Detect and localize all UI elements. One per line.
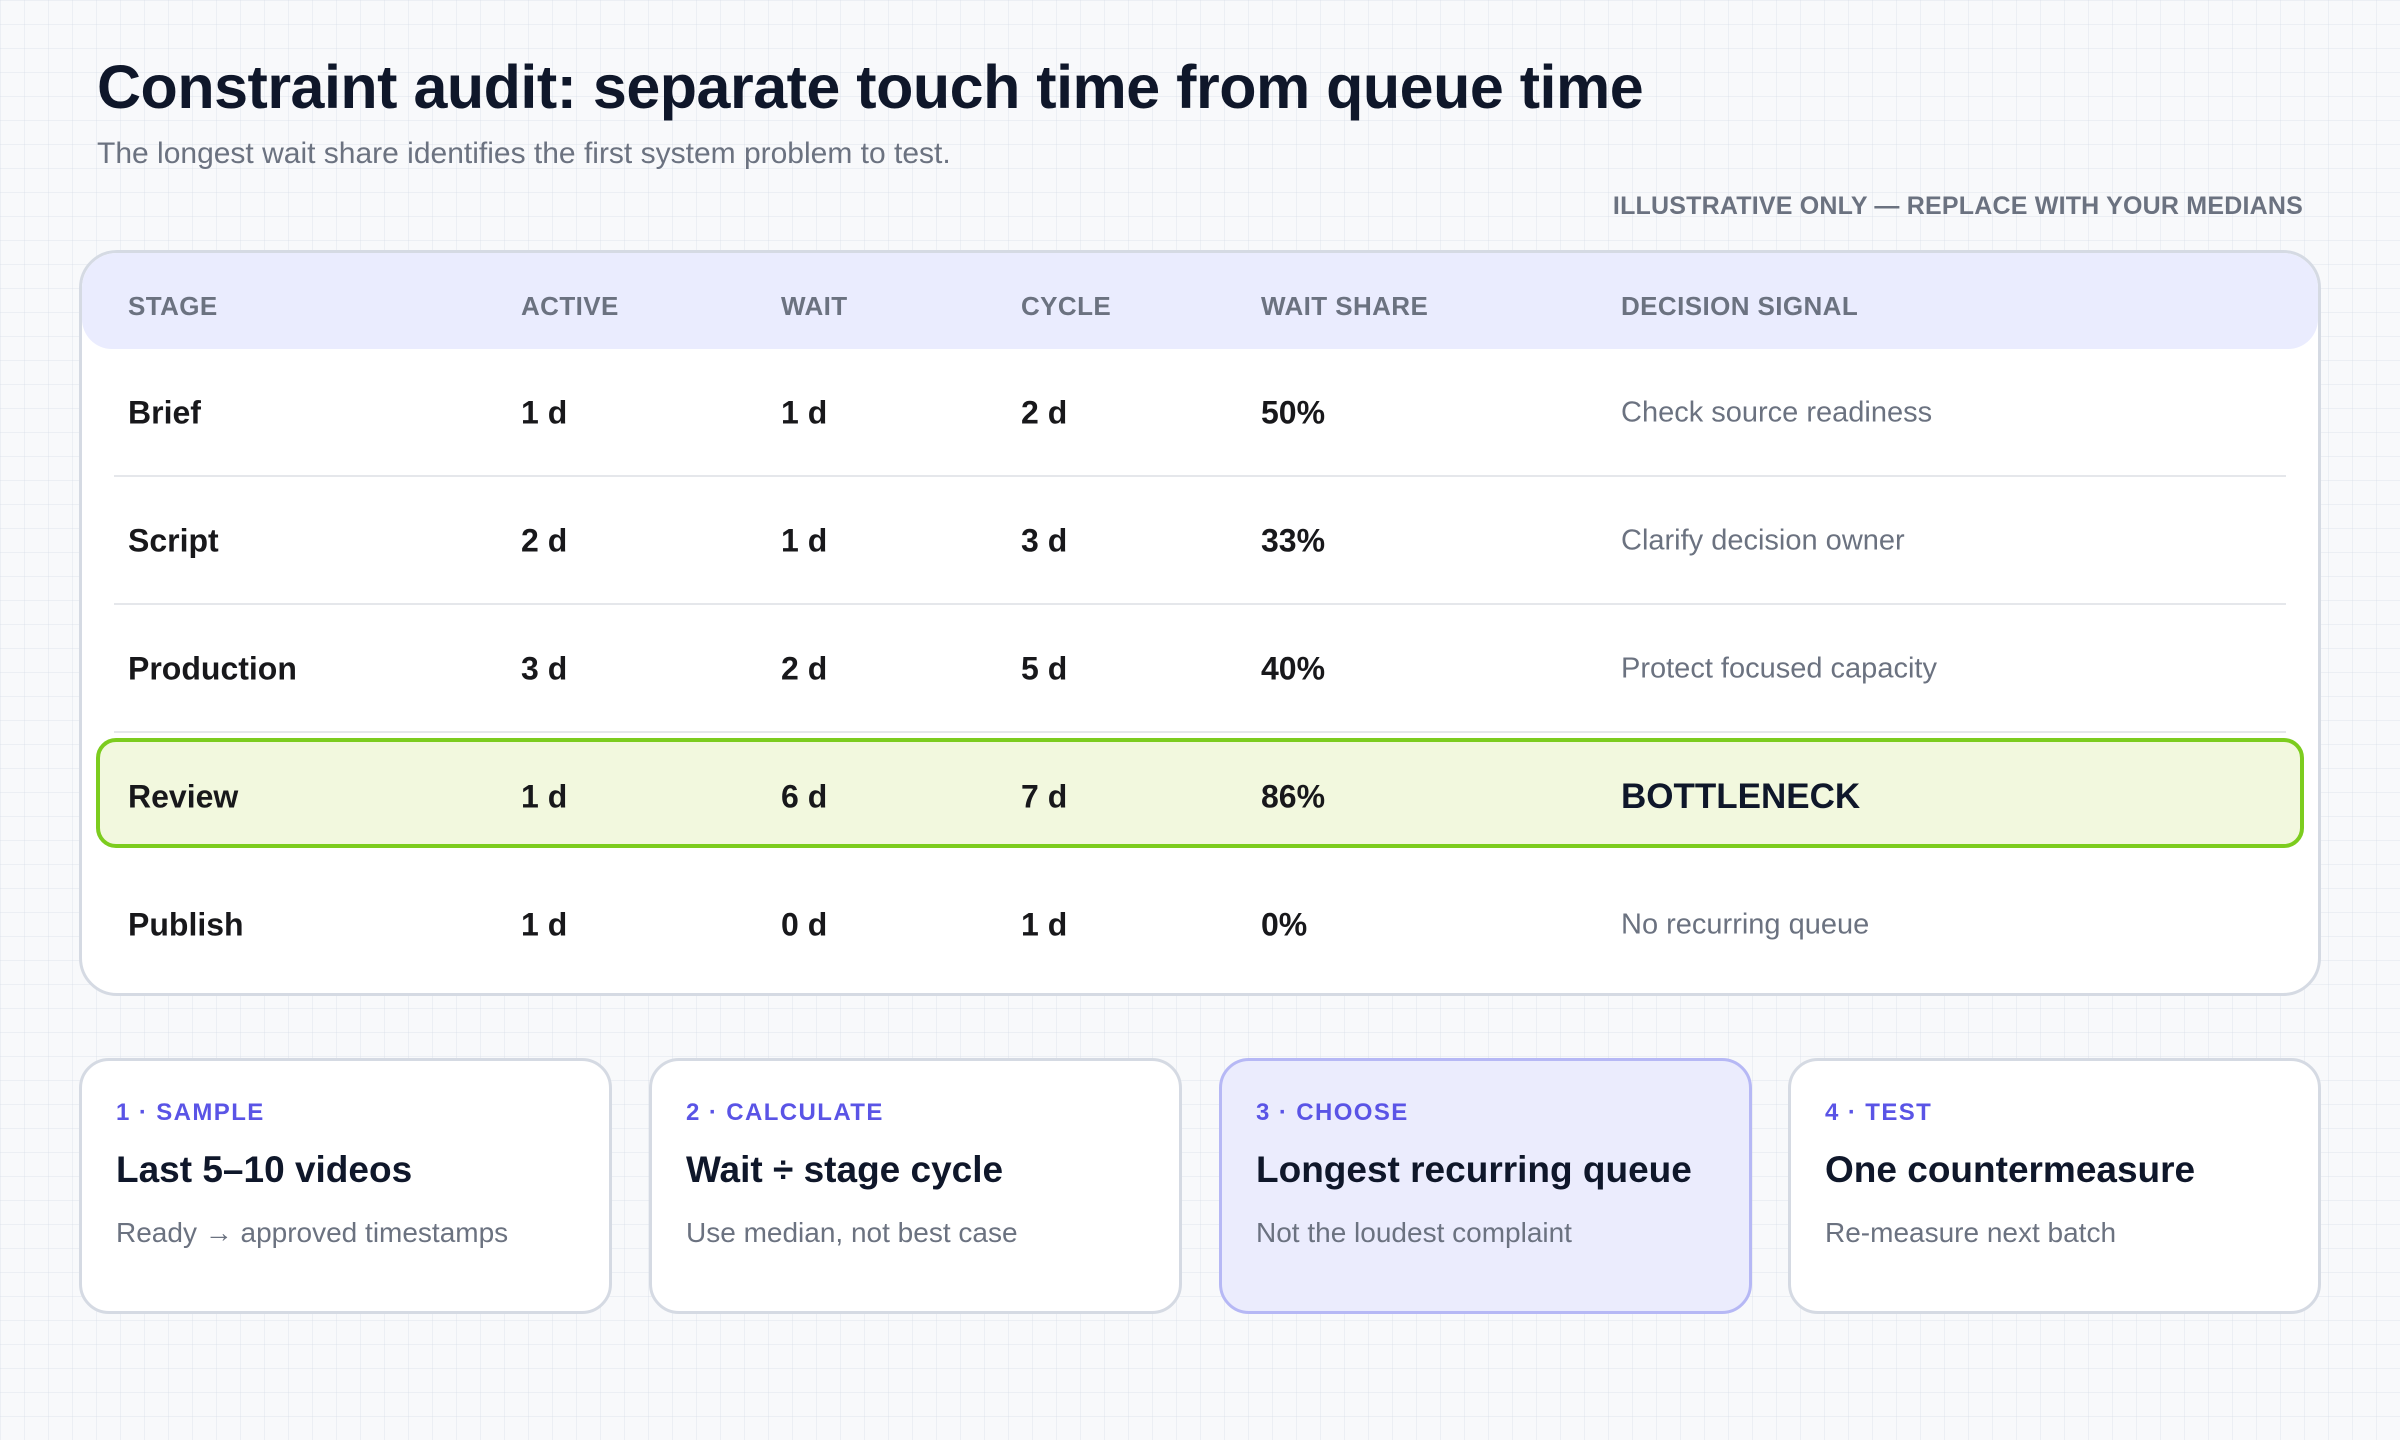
- table-row: Publish 1 d 0 d 1 d 0% No recurring queu…: [82, 861, 2318, 989]
- step-label: 4 · TEST: [1825, 1099, 1933, 1126]
- row-divider: [114, 731, 2286, 733]
- wait-value: 0 d: [781, 906, 828, 943]
- page-subtitle: The longest wait share identifies the fi…: [97, 137, 951, 170]
- step-description: Use median, not best case: [686, 1217, 1018, 1248]
- step-description: Not the loudest complaint: [1256, 1217, 1572, 1248]
- disclaimer-label: ILLUSTRATIVE ONLY — REPLACE WITH YOUR ME…: [1612, 192, 2303, 220]
- step-card-sample: 1 · SAMPLE Last 5–10 videos Ready → appr…: [79, 1058, 612, 1314]
- step-label: 2 · CALCULATE: [686, 1099, 884, 1126]
- table-row: Brief 1 d 1 d 2 d 50% Check source readi…: [82, 349, 2318, 477]
- step-description: Re-measure next batch: [1825, 1217, 2117, 1248]
- step-title: Last 5–10 videos: [116, 1149, 413, 1190]
- wait-share-value: 0%: [1261, 906, 1308, 943]
- active-value: 1 d: [521, 778, 568, 815]
- column-header-wait: WAIT: [781, 291, 848, 321]
- stage-table: STAGE ACTIVE WAIT CYCLE WAIT SHARE DECIS…: [79, 250, 2321, 996]
- row-divider: [114, 475, 2286, 477]
- stage-name: Production: [128, 650, 297, 687]
- decision-signal: Protect focused capacity: [1621, 652, 1937, 685]
- bottleneck-label: BOTTLENECK: [1621, 777, 1861, 816]
- decision-signal: No recurring queue: [1621, 908, 1870, 941]
- wait-share-value: 33%: [1261, 522, 1326, 559]
- cycle-value: 7 d: [1021, 778, 1068, 815]
- cycle-value: 2 d: [1021, 394, 1068, 431]
- active-value: 1 d: [521, 394, 568, 431]
- stage-name: Review: [128, 778, 239, 815]
- wait-value: 2 d: [781, 650, 828, 687]
- page-title: Constraint audit: separate touch time fr…: [97, 53, 1644, 121]
- stage-name: Script: [128, 522, 219, 559]
- step-title: Longest recurring queue: [1256, 1149, 1692, 1190]
- cycle-value: 1 d: [1021, 906, 1068, 943]
- wait-share-value: 50%: [1261, 394, 1326, 431]
- column-header-active: ACTIVE: [521, 291, 619, 321]
- column-header-wait-share: WAIT SHARE: [1261, 291, 1429, 321]
- active-value: 1 d: [521, 906, 568, 943]
- step-description: Ready → approved timestamps: [116, 1217, 509, 1248]
- cycle-value: 5 d: [1021, 650, 1068, 687]
- step-card-test: 4 · TEST One countermeasure Re-measure n…: [1788, 1058, 2321, 1314]
- step-title: One countermeasure: [1825, 1149, 2196, 1190]
- step-card-choose: 3 · CHOOSE Longest recurring queue Not t…: [1219, 1058, 1752, 1314]
- column-header-decision-signal: DECISION SIGNAL: [1621, 291, 1859, 321]
- active-value: 2 d: [521, 522, 568, 559]
- step-title: Wait ÷ stage cycle: [686, 1149, 1004, 1190]
- table-header: STAGE ACTIVE WAIT CYCLE WAIT SHARE DECIS…: [82, 253, 2318, 349]
- column-header-stage: STAGE: [128, 291, 218, 321]
- table-row: Production 3 d 2 d 5 d 40% Protect focus…: [82, 605, 2318, 733]
- wait-value: 1 d: [781, 394, 828, 431]
- stage-name: Brief: [128, 394, 201, 431]
- step-label: 3 · CHOOSE: [1256, 1099, 1409, 1126]
- active-value: 3 d: [521, 650, 568, 687]
- cycle-value: 3 d: [1021, 522, 1068, 559]
- column-header-cycle: CYCLE: [1021, 291, 1112, 321]
- wait-value: 6 d: [781, 778, 828, 815]
- wait-share-value: 86%: [1261, 778, 1326, 815]
- wait-share-value: 40%: [1261, 650, 1326, 687]
- table-row: Script 2 d 1 d 3 d 33% Clarify decision …: [82, 477, 2318, 605]
- stage-name: Publish: [128, 906, 244, 943]
- wait-value: 1 d: [781, 522, 828, 559]
- bottleneck-highlight: [96, 738, 2304, 848]
- decision-signal: Clarify decision owner: [1621, 524, 1905, 557]
- step-card-calculate: 2 · CALCULATE Wait ÷ stage cycle Use med…: [649, 1058, 1182, 1314]
- step-label: 1 · SAMPLE: [116, 1099, 265, 1126]
- decision-signal: Check source readiness: [1621, 396, 1933, 429]
- row-divider: [114, 603, 2286, 605]
- table-row-bottleneck: Review 1 d 6 d 7 d 86% BOTTLENECK: [82, 733, 2318, 861]
